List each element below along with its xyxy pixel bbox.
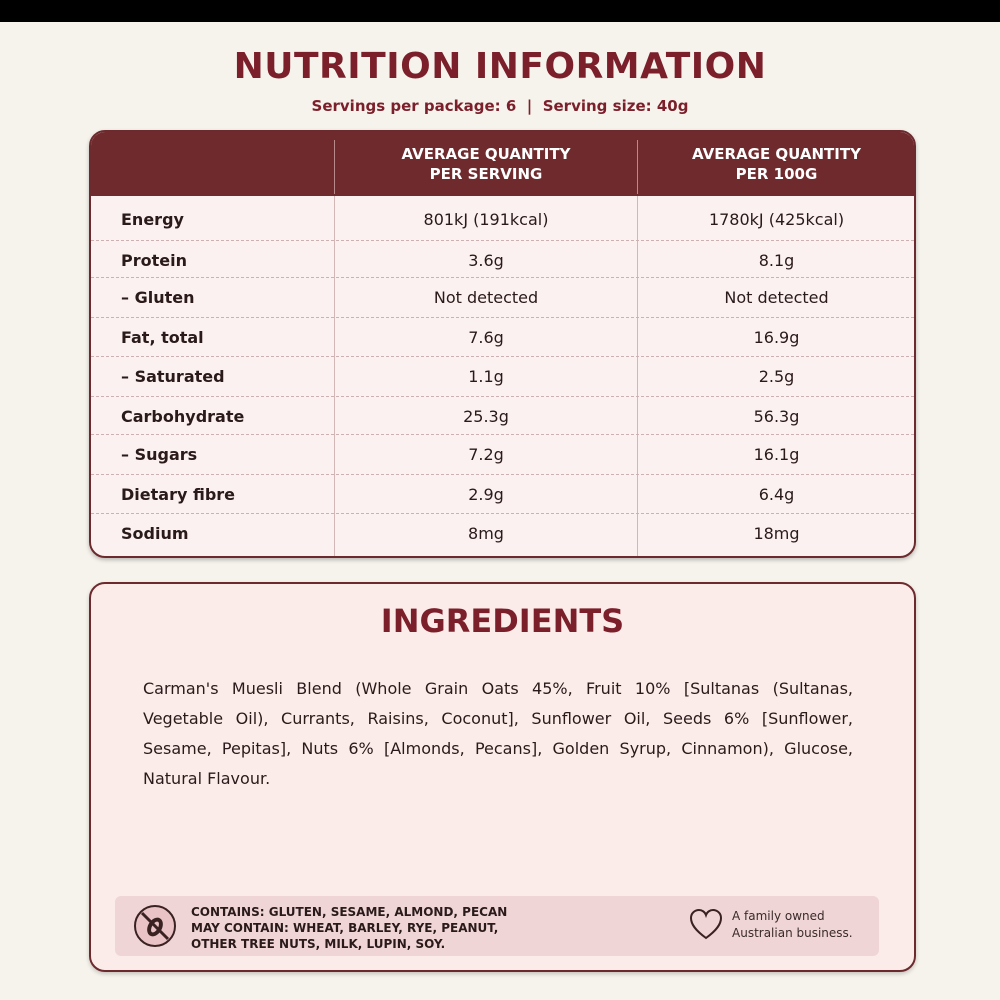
per-100g-value: Not detected bbox=[724, 288, 829, 307]
header-per-serving: AVERAGE QUANTITY PER SERVING bbox=[401, 145, 571, 183]
table-row: – Gluten Not detected Not detected bbox=[91, 277, 914, 315]
per-serving-value: 3.6g bbox=[468, 251, 504, 270]
per-100g-value: 16.1g bbox=[753, 445, 800, 464]
per-serving-value: 7.6g bbox=[468, 328, 504, 347]
nutrient-label: Fat, total bbox=[121, 328, 204, 347]
allergen-text: CONTAINS: GLUTEN, SESAME, ALMOND, PECAN … bbox=[191, 904, 507, 952]
allergen-strip: CONTAINS: GLUTEN, SESAME, ALMOND, PECAN … bbox=[115, 896, 879, 956]
ingredients-text: Carman's Muesli Blend (Whole Grain Oats … bbox=[143, 679, 853, 788]
per-100g-value: 8.1g bbox=[758, 251, 795, 270]
page-title: NUTRITION INFORMATION bbox=[233, 46, 767, 87]
table-row: – Saturated 1.1g 2.5g bbox=[91, 356, 914, 394]
top-bar bbox=[0, 0, 1000, 22]
nutrient-label: – Saturated bbox=[121, 367, 225, 386]
per-serving-value: 1.1g bbox=[468, 367, 504, 386]
table-row: Fat, total 7.6g 16.9g bbox=[91, 317, 914, 355]
per-serving-value: 25.3g bbox=[463, 407, 509, 426]
header-divider bbox=[334, 140, 335, 194]
column-divider bbox=[637, 196, 638, 556]
no-nuts-icon bbox=[134, 905, 176, 947]
serving-info: Servings per package: 6 | Serving size: … bbox=[311, 97, 689, 115]
per-serving-value: 8mg bbox=[468, 524, 504, 543]
nutrient-label: Carbohydrate bbox=[121, 407, 245, 426]
column-divider bbox=[334, 196, 335, 556]
heart-icon bbox=[689, 908, 723, 940]
table-header: AVERAGE QUANTITY PER SERVING AVERAGE QUA… bbox=[91, 132, 914, 196]
per-100g-value: 16.9g bbox=[753, 328, 800, 347]
table-row: Protein 3.6g 8.1g bbox=[91, 240, 914, 278]
nutrient-label: – Sugars bbox=[121, 445, 198, 464]
header-per-100g: AVERAGE QUANTITY PER 100G bbox=[692, 145, 861, 183]
per-serving-value: Not detected bbox=[433, 288, 539, 307]
per-100g-value: 18mg bbox=[753, 524, 800, 543]
per-100g-value: 56.3g bbox=[753, 407, 800, 426]
family-line-1: A family owned bbox=[732, 909, 825, 923]
header-divider bbox=[637, 140, 638, 194]
nutrition-table: AVERAGE QUANTITY PER SERVING AVERAGE QUA… bbox=[89, 130, 916, 558]
per-100g-value: 2.5g bbox=[758, 367, 795, 386]
ingredients-panel: INGREDIENTS Carman's Muesli Blend (Whole… bbox=[89, 582, 916, 972]
table-row: – Sugars 7.2g 16.1g bbox=[91, 434, 914, 472]
table-row: Carbohydrate 25.3g 56.3g bbox=[91, 396, 914, 434]
nutrient-label: Dietary fibre bbox=[121, 485, 236, 504]
ingredients-title: INGREDIENTS bbox=[380, 602, 625, 640]
family-text: A family owned Australian business. bbox=[732, 908, 853, 942]
nutrient-label: Sodium bbox=[121, 524, 189, 543]
nutrient-label: – Gluten bbox=[121, 288, 195, 307]
table-row: Dietary fibre 2.9g 6.4g bbox=[91, 474, 914, 512]
contains-line: CONTAINS: GLUTEN, SESAME, ALMOND, PECAN bbox=[191, 905, 508, 919]
per-serving-value: 2.9g bbox=[468, 485, 504, 504]
per-serving-value: 7.2g bbox=[468, 445, 504, 464]
per-100g-value: 6.4g bbox=[758, 485, 795, 504]
nutrient-label: Protein bbox=[121, 251, 187, 270]
per-100g-value: 1780kJ (425kcal) bbox=[708, 210, 845, 229]
per-serving-value: 801kJ (191kcal) bbox=[423, 210, 549, 229]
nutrient-label: Energy bbox=[121, 210, 184, 229]
family-line-2: Australian business. bbox=[732, 926, 853, 940]
table-row: Sodium 8mg 18mg bbox=[91, 513, 914, 551]
may-contain-line-2: OTHER TREE NUTS, MILK, LUPIN, SOY. bbox=[191, 937, 446, 951]
may-contain-line: MAY CONTAIN: WHEAT, BARLEY, RYE, PEANUT, bbox=[191, 921, 499, 935]
table-row: Energy 801kJ (191kcal) 1780kJ (425kcal) bbox=[91, 200, 914, 238]
